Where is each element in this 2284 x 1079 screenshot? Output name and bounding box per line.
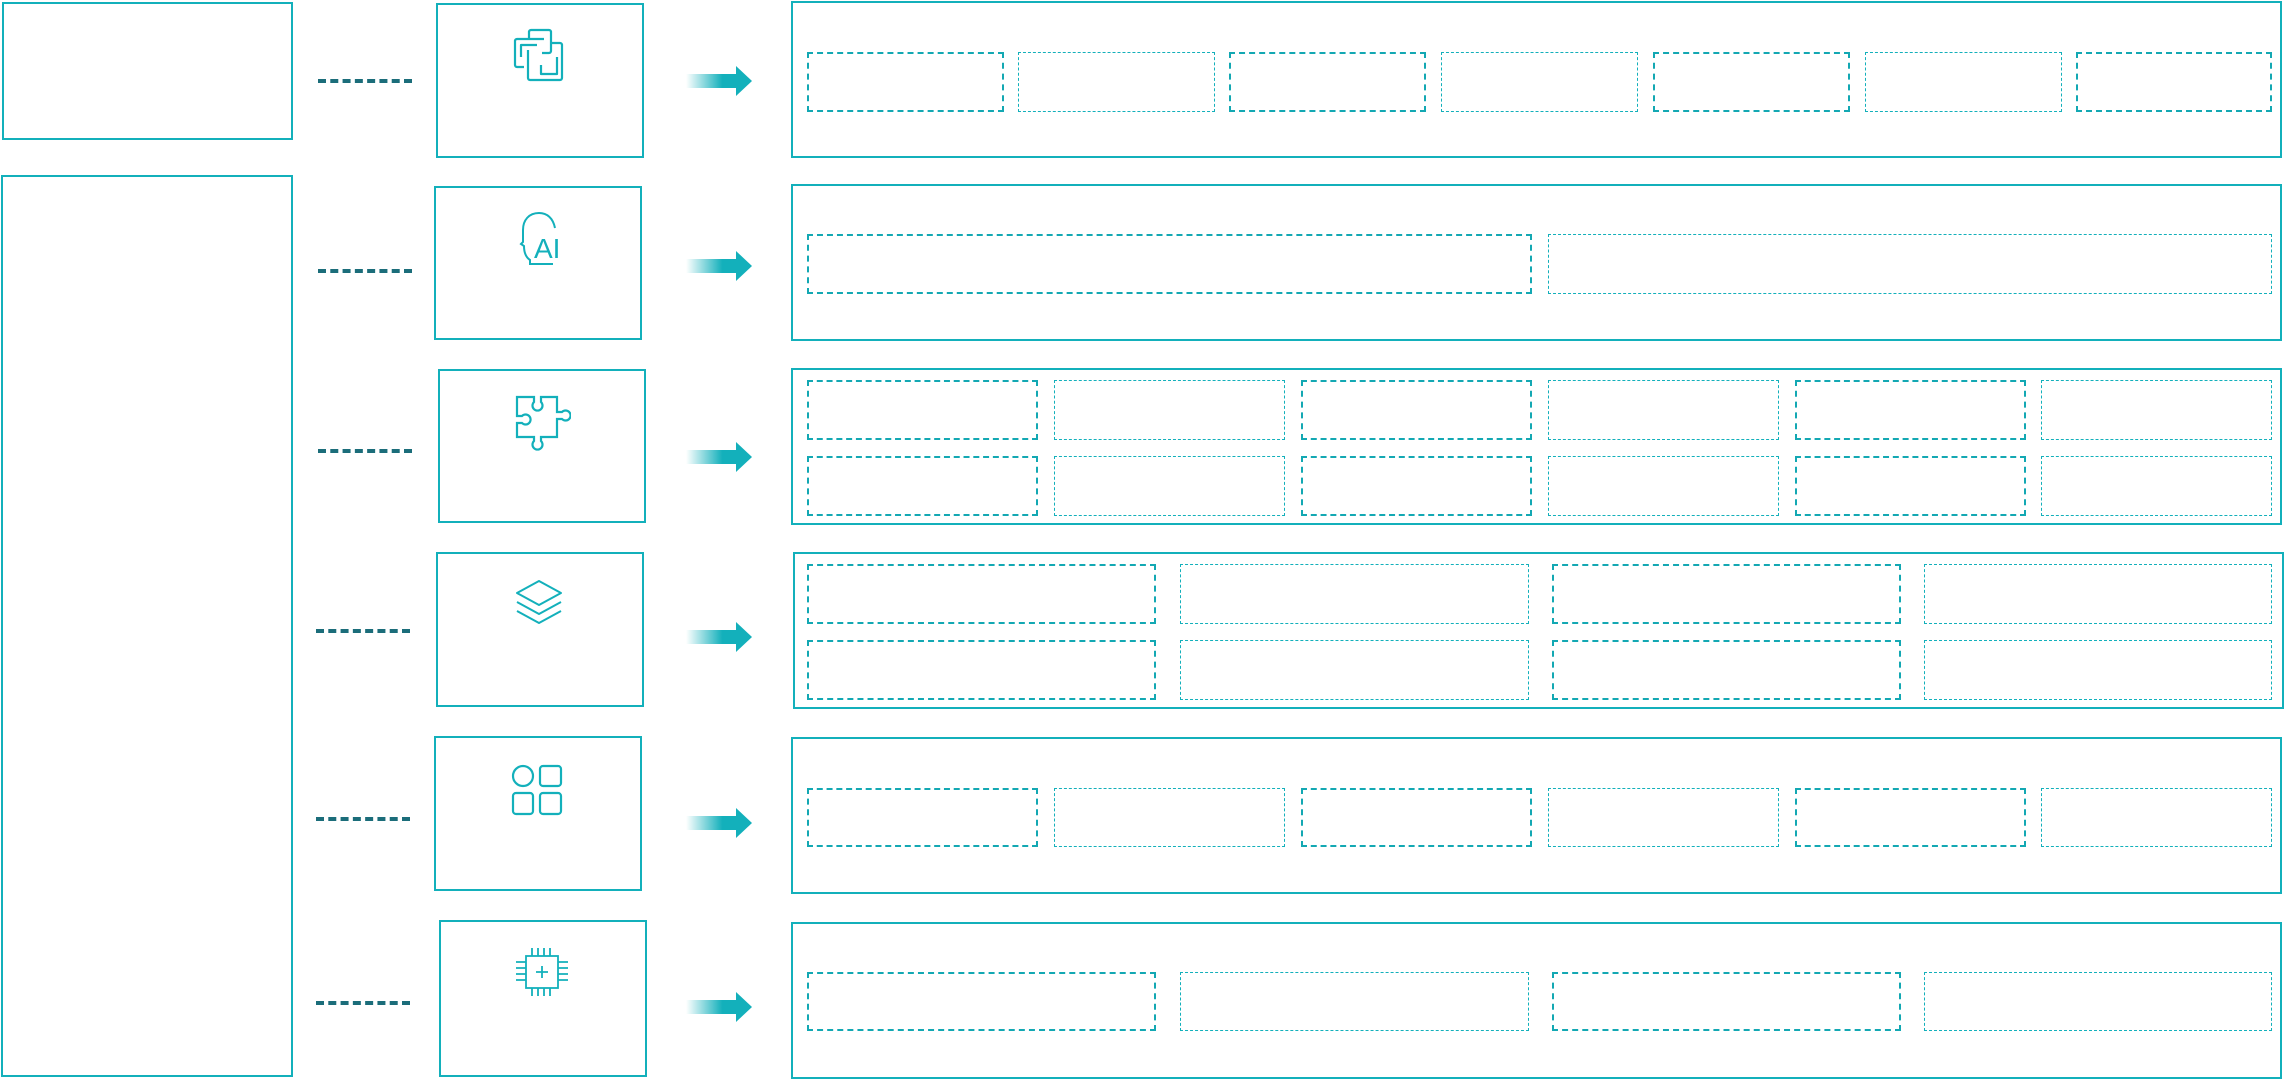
puzzle-icon — [511, 393, 572, 453]
icon-box — [436, 552, 644, 707]
ai-head-icon: AI — [507, 210, 567, 270]
dashed-connector — [316, 1001, 410, 1005]
placeholder-slot — [1548, 234, 2272, 294]
placeholder-slot — [1548, 788, 1779, 847]
placeholder-slot — [1054, 380, 1285, 440]
placeholder-slot — [1054, 788, 1285, 847]
placeholder-slot — [2076, 52, 2272, 112]
dashed-connector — [318, 269, 412, 273]
layers-icon — [509, 576, 569, 636]
linked-windows-icon — [509, 27, 569, 87]
placeholder-slot — [1552, 564, 1901, 624]
dashed-connector — [316, 817, 410, 821]
placeholder-slot — [807, 234, 1532, 294]
arrow-icon — [686, 442, 754, 472]
placeholder-slot — [807, 456, 1038, 516]
placeholder-slot — [807, 788, 1038, 847]
apps-grid-icon — [507, 760, 567, 820]
placeholder-slot — [1653, 52, 1850, 112]
category-box-top — [2, 2, 293, 140]
placeholder-slot — [1552, 640, 1901, 700]
placeholder-slot — [1441, 52, 1638, 112]
arrow-icon — [686, 992, 754, 1022]
placeholder-slot — [1924, 972, 2272, 1031]
dashed-connector — [316, 629, 410, 633]
icon-box: AI — [434, 186, 642, 340]
placeholder-slot — [1795, 380, 2026, 440]
placeholder-slot — [807, 380, 1038, 440]
placeholder-slot — [1548, 380, 1779, 440]
placeholder-slot — [2041, 456, 2272, 516]
placeholder-slot — [1054, 456, 1285, 516]
placeholder-slot — [1795, 456, 2026, 516]
content-panel — [791, 184, 2282, 341]
placeholder-slot — [1229, 52, 1426, 112]
icon-box — [436, 3, 644, 158]
placeholder-slot — [1301, 788, 1532, 847]
placeholder-slot — [1301, 456, 1532, 516]
placeholder-slot — [807, 640, 1156, 700]
ai-icon-text: AI — [534, 233, 560, 264]
arrow-icon — [686, 622, 754, 652]
arrow-icon — [686, 251, 754, 281]
placeholder-slot — [1180, 564, 1529, 624]
content-panel — [791, 368, 2282, 525]
placeholder-slot — [1795, 788, 2026, 847]
placeholder-slot — [807, 564, 1156, 624]
icon-box — [439, 920, 647, 1077]
placeholder-slot — [1180, 972, 1529, 1031]
placeholder-slot — [2041, 380, 2272, 440]
placeholder-slot — [1924, 564, 2272, 624]
icon-box — [438, 369, 646, 523]
placeholder-slot — [1018, 52, 1215, 112]
placeholder-slot — [1180, 640, 1529, 700]
placeholder-slot — [1924, 640, 2272, 700]
placeholder-slot — [1548, 456, 1779, 516]
icon-box — [434, 736, 642, 891]
placeholder-slot — [1301, 380, 1532, 440]
arrow-icon — [686, 808, 754, 838]
placeholder-slot — [2041, 788, 2272, 847]
content-panel — [793, 552, 2284, 709]
content-panel — [791, 737, 2282, 894]
placeholder-slot — [1552, 972, 1901, 1031]
chip-icon — [512, 944, 572, 1004]
placeholder-slot — [1865, 52, 2062, 112]
category-box-main — [1, 175, 293, 1077]
placeholder-slot — [807, 972, 1156, 1031]
arrow-icon — [686, 66, 754, 96]
dashed-connector — [318, 79, 412, 83]
placeholder-slot — [807, 52, 1004, 112]
dashed-connector — [318, 449, 412, 453]
content-panel — [791, 1, 2282, 158]
